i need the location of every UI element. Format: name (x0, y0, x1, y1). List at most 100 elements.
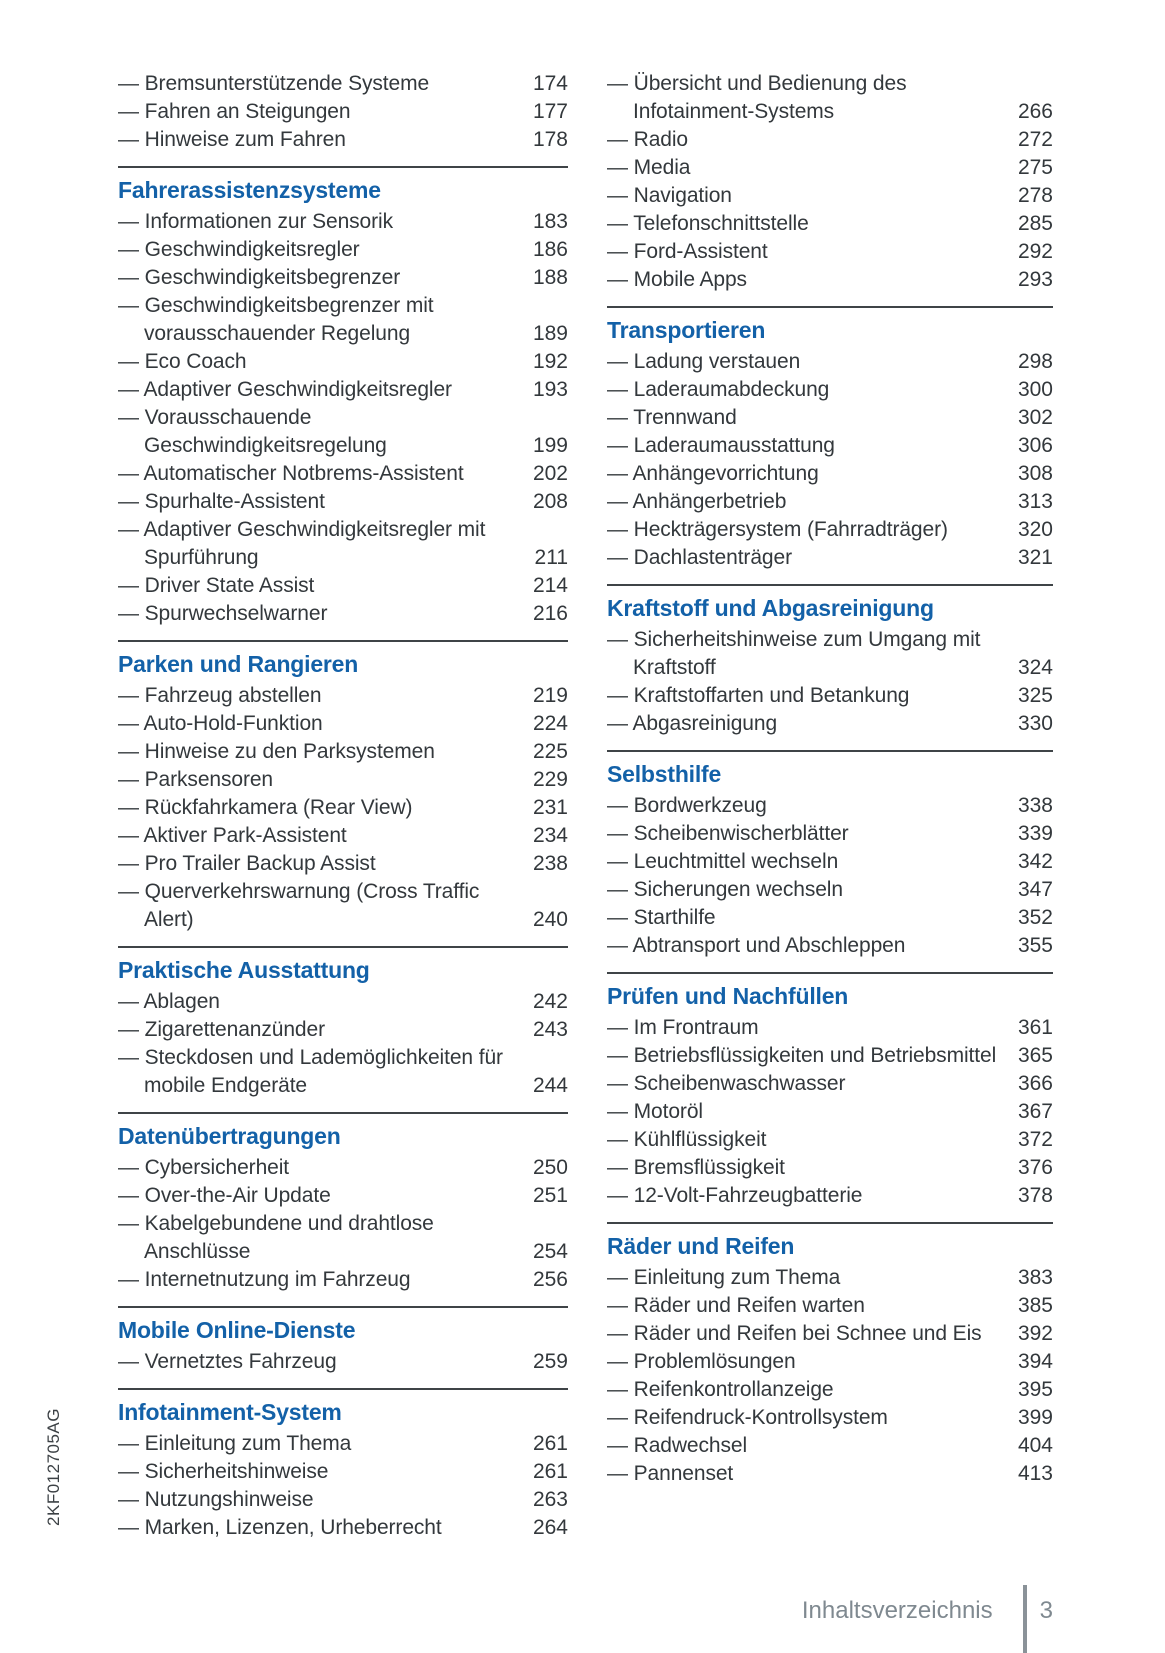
toc-entry: Trennwand 302 (607, 404, 1053, 432)
toc-entry-label: Vernetztes Fahrzeug (118, 1348, 518, 1376)
toc-entry-page-number: 320 (1017, 518, 1053, 541)
toc-entry-page-number: 202 (532, 462, 568, 485)
toc-entry-page-number: 261 (532, 1460, 568, 1483)
section-heading: Räder und Reifen (607, 1233, 795, 1259)
toc-entry-label: Nutzungshinweise (118, 1486, 518, 1514)
toc-entry-label: Mobile Apps (607, 266, 1003, 294)
toc-entry-page-number: 229 (532, 768, 568, 791)
toc-entry: Laderaumabdeckung 300 (607, 376, 1053, 404)
toc-entry-page-number: 266 (1017, 100, 1053, 123)
toc-entry-page-number: 238 (532, 852, 568, 875)
toc-entry: Adaptiver Geschwindigkeitsregler 193 (118, 376, 568, 404)
toc-entry-page-number: 259 (532, 1350, 568, 1373)
section-heading: Mobile Online-Dienste (118, 1317, 356, 1343)
toc-entry-label: Bordwerkzeug (607, 792, 1003, 820)
toc-entry-page-number: 199 (532, 434, 568, 457)
toc-entry-page-number: 285 (1017, 212, 1053, 235)
toc-entry-label: Scheibenwaschwasser (607, 1070, 1003, 1098)
toc-entry-page-number: 378 (1017, 1184, 1053, 1207)
toc-entry-label: 12-Volt-Fahrzeugbatterie (607, 1182, 1003, 1210)
toc-entry-label: Sicherheitshinweise (118, 1458, 518, 1486)
toc-entry-label: Ablagen (118, 988, 518, 1016)
toc-entry-page-number: 324 (1017, 656, 1053, 679)
toc-entry: Kabelgebundene und drahtlose Anschlüsse 2… (118, 1210, 568, 1266)
toc-entry-label: Kabelgebundene und drahtlose Anschlüsse (118, 1210, 518, 1266)
toc-entry: Driver State Assist 214 (118, 572, 568, 600)
toc-entry: Over-the-Air Update 251 (118, 1182, 568, 1210)
toc-entry-label: Rückfahrkamera (Rear View) (118, 794, 518, 822)
toc-entry: Vernetztes Fahrzeug 259 (118, 1348, 568, 1376)
toc-entry-label: Betriebsflüssigkeiten und Betriebsmittel (607, 1042, 1003, 1070)
toc-section: Übersicht und Bedienung des Infotainment… (607, 70, 1053, 294)
toc-entry-page-number: 251 (532, 1184, 568, 1207)
toc-entry-label: Eco Coach (118, 348, 518, 376)
toc-entry-label: Einleitung zum Thema (607, 1264, 1003, 1292)
toc-entry-label: Pro Trailer Backup Assist (118, 850, 518, 878)
footer-chapter-label: Inhaltsverzeichnis (801, 1597, 993, 1624)
toc-entry: Abtransport und Abschleppen 355 (607, 932, 1053, 960)
toc-entry-page-number: 392 (1017, 1322, 1053, 1345)
toc-section: Kraftstoff und Abgasreinigung Sicherheits… (607, 584, 1053, 738)
toc-entry-page-number: 183 (532, 210, 568, 233)
toc-entry-label: Navigation (607, 182, 1003, 210)
toc-entry-page-number: 186 (532, 238, 568, 261)
toc-entry: Ford-Assistent 292 (607, 238, 1053, 266)
toc-entry-page-number: 372 (1017, 1128, 1053, 1151)
toc-entry-label: Leuchtmittel wechseln (607, 848, 1003, 876)
toc-section: Prüfen und Nachfüllen Im Frontraum 361 Betr… (607, 972, 1053, 1210)
toc-entry-page-number: 404 (1017, 1434, 1053, 1457)
toc-entry: Fahren an Steigungen 177 (118, 98, 568, 126)
toc-entry-page-number: 383 (1017, 1266, 1053, 1289)
toc-entry-page-number: 275 (1017, 156, 1053, 179)
toc-entry: Geschwindigkeitsbegrenzer mit vorausscha… (118, 292, 568, 348)
section-heading: Fahrerassistenzsysteme (118, 177, 381, 203)
toc-entry: Dachlastenträger 321 (607, 544, 1053, 572)
toc-entry-page-number: 292 (1017, 240, 1053, 263)
toc-entry: Übersicht und Bedienung des Infotainment… (607, 70, 1053, 126)
toc-entry-label: Sicherheitshinweise zum Umgang mit Kraft… (607, 626, 1003, 682)
toc-entry: Räder und Reifen warten 385 (607, 1292, 1053, 1320)
toc-entry: Anhängevorrichtung 308 (607, 460, 1053, 488)
toc-entry-page-number: 361 (1017, 1016, 1053, 1039)
toc-entry: Adaptiver Geschwindigkeitsregler mit Spu… (118, 516, 568, 572)
toc-entry: Vorausschauende Geschwindigkeitsregelung… (118, 404, 568, 460)
toc-entry-page-number: 352 (1017, 906, 1053, 929)
toc-entry-label: Übersicht und Bedienung des Infotainment… (607, 70, 1003, 126)
toc-entry-label: Scheibenwischerblätter (607, 820, 1003, 848)
toc-entry-label: Kraftstoffarten und Betankung (607, 682, 1003, 710)
toc-entry-label: Pannenset (607, 1460, 1003, 1488)
toc-entry-label: Aktiver Park-Assistent (118, 822, 518, 850)
toc-entry-label: Driver State Assist (118, 572, 518, 600)
toc-entry: Pro Trailer Backup Assist 238 (118, 850, 568, 878)
toc-entry-label: Dachlastenträger (607, 544, 1003, 572)
toc-entry: Motoröl 367 (607, 1098, 1053, 1126)
toc-entry-label: Reifendruck-Kontrollsystem (607, 1404, 1003, 1432)
toc-entry-page-number: 178 (532, 128, 568, 151)
toc-entry: Kühlflüssigkeit 372 (607, 1126, 1053, 1154)
toc-entry: Steckdosen und Lademöglichkeiten für mob… (118, 1044, 568, 1100)
toc-entry-label: Automatischer Notbrems-Assistent (118, 460, 518, 488)
toc-entry-label: Motoröl (607, 1098, 1003, 1126)
toc-entry: Abgasreinigung 330 (607, 710, 1053, 738)
section-heading: Parken und Rangieren (118, 651, 359, 677)
toc-entry: Zigarettenanzünder 243 (118, 1016, 568, 1044)
toc-entry-page-number: 278 (1017, 184, 1053, 207)
toc-entry-label: Räder und Reifen bei Schnee und Eis (607, 1320, 1003, 1348)
toc-entry: Cybersicherheit 250 (118, 1154, 568, 1182)
toc-entry-page-number: 293 (1017, 268, 1053, 291)
toc-entry-page-number: 250 (532, 1156, 568, 1179)
toc-section: Infotainment-System Einleitung zum Thema 2… (118, 1388, 568, 1542)
toc-entry-page-number: 174 (532, 72, 568, 95)
toc-entry-label: Kühlflüssigkeit (607, 1126, 1003, 1154)
toc-entry-label: Querverkehrswarnung (Cross Traffic Alert… (118, 878, 518, 934)
toc-entry-page-number: 376 (1017, 1156, 1053, 1179)
toc-entry-label: Spurhalte-Assistent (118, 488, 518, 516)
toc-entry-page-number: 298 (1017, 350, 1053, 373)
toc-entry-label: Im Frontraum (607, 1014, 1003, 1042)
toc-entry: Anhängerbetrieb 313 (607, 488, 1053, 516)
toc-section: Selbsthilfe Bordwerkzeug 338 Scheibenwische… (607, 750, 1053, 960)
toc-entry-label: Sicherungen wechseln (607, 876, 1003, 904)
toc-entry: Aktiver Park-Assistent 234 (118, 822, 568, 850)
toc-entry-label: Over-the-Air Update (118, 1182, 518, 1210)
toc-entry: Heckträgersystem (Fahrradträger) 320 (607, 516, 1053, 544)
